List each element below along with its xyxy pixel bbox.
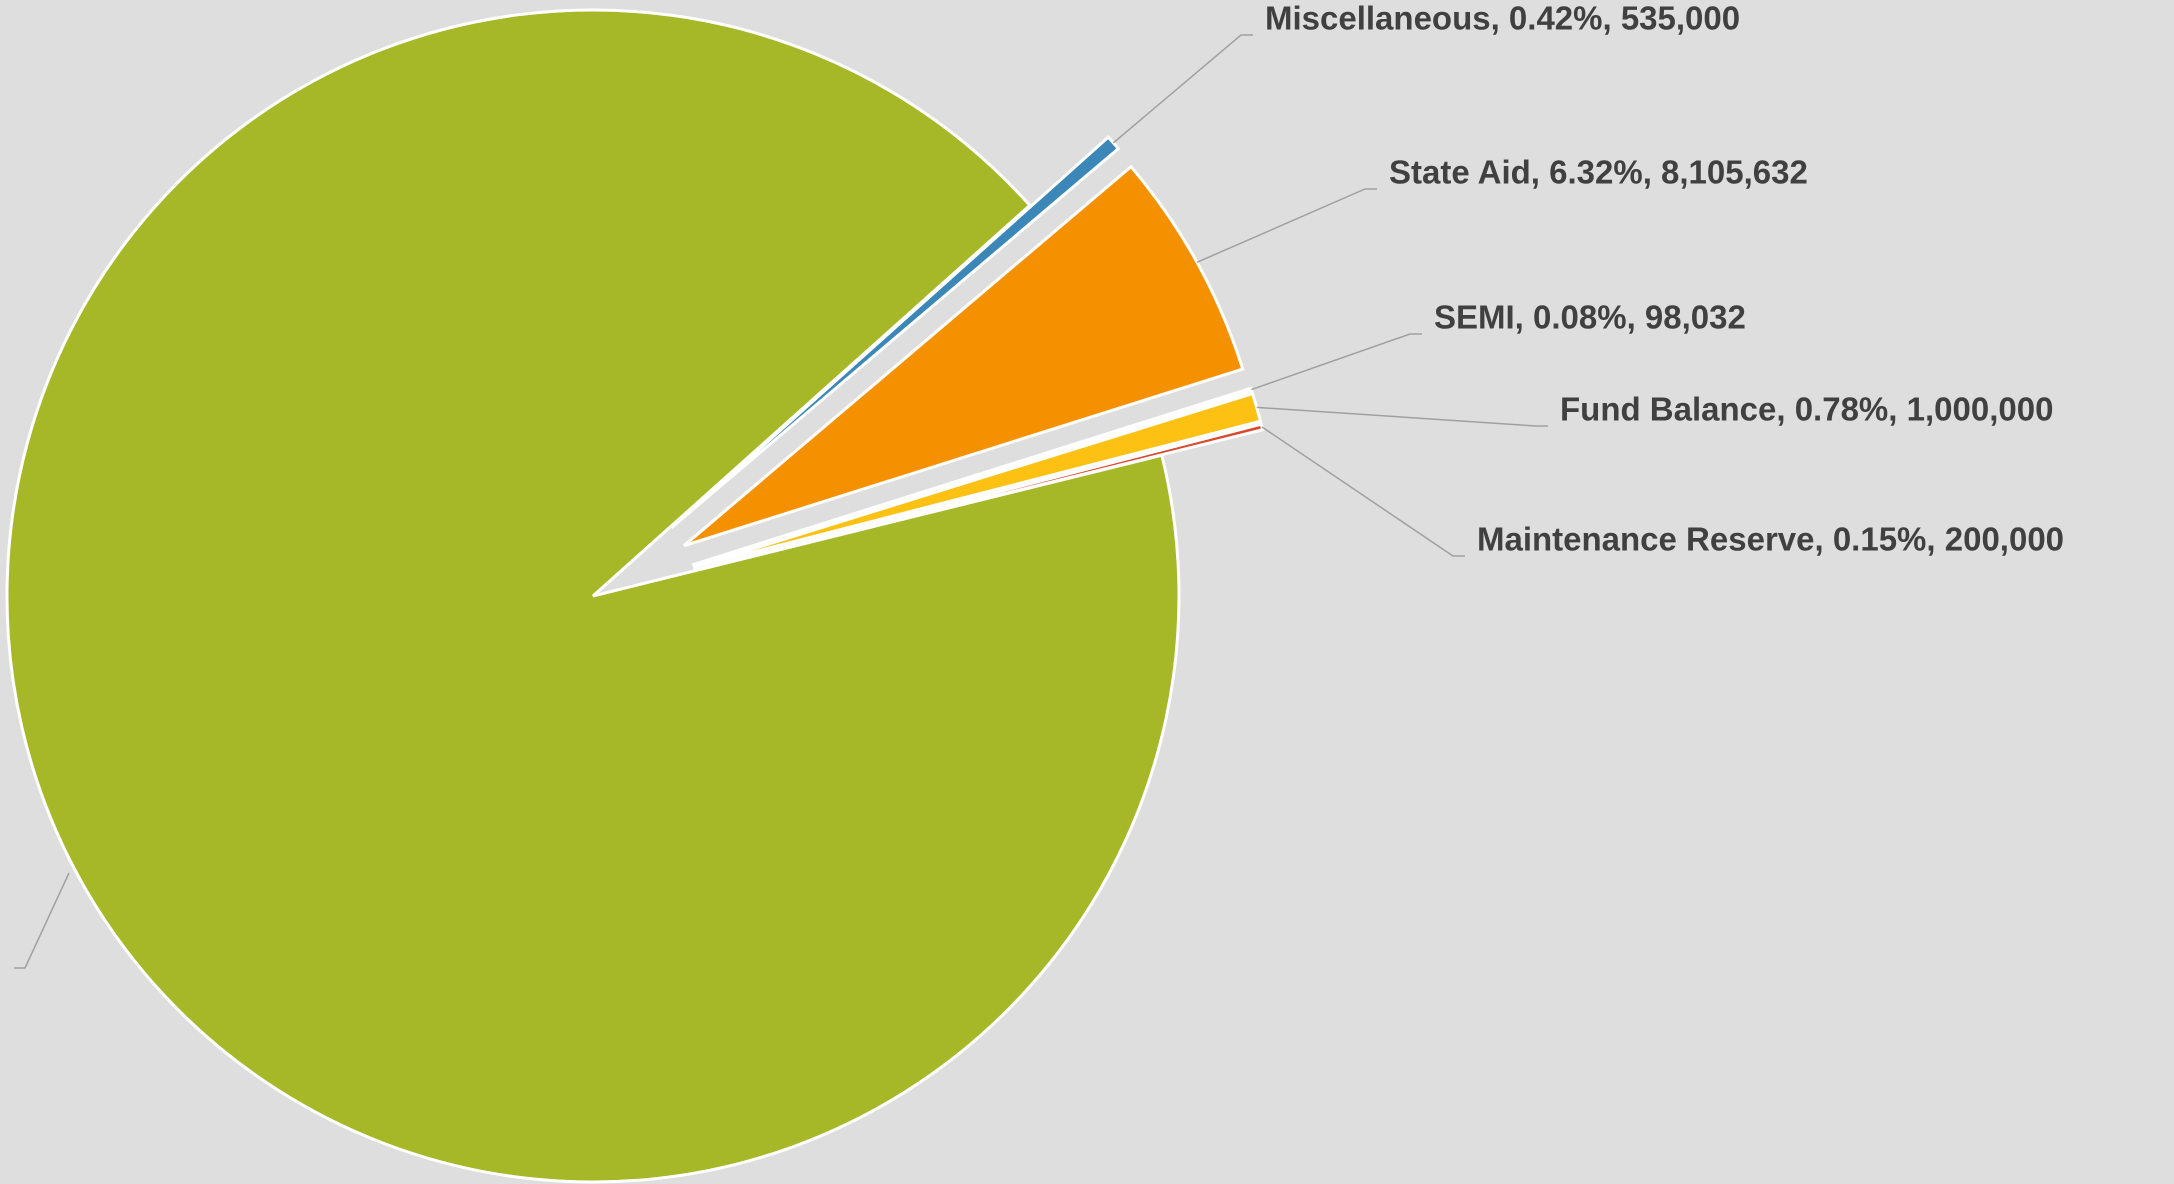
pie-slice <box>683 164 1245 548</box>
leader-line <box>1251 333 1422 391</box>
pie-slice <box>5 8 1181 1184</box>
data-label: Fund Balance, 0.78%, 1,000,000 <box>1560 391 2053 428</box>
data-label: SEMI, 0.08%, 98,032 <box>1434 299 1746 336</box>
leader-line <box>14 872 70 969</box>
data-label: State Aid, 6.32%, 8,105,632 <box>1389 154 1808 191</box>
leader-line <box>1196 188 1377 264</box>
leader-line <box>1261 426 1465 557</box>
data-label: Maintenance Reserve, 0.15%, 200,000 <box>1477 521 2064 558</box>
data-label: Miscellaneous, 0.42%, 535,000 <box>1265 0 1740 37</box>
leader-line <box>1256 406 1548 427</box>
pie-slice <box>691 386 1254 567</box>
leader-line <box>1112 34 1253 144</box>
